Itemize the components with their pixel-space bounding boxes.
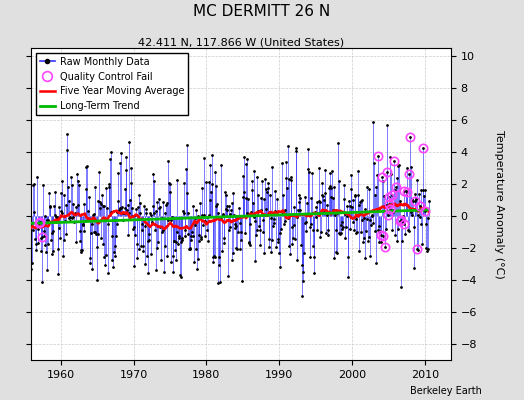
Y-axis label: Temperature Anomaly (°C): Temperature Anomaly (°C) <box>494 130 504 278</box>
Text: Berkeley Earth: Berkeley Earth <box>410 386 482 396</box>
Legend: Raw Monthly Data, Quality Control Fail, Five Year Moving Average, Long-Term Tren: Raw Monthly Data, Quality Control Fail, … <box>36 53 188 115</box>
Title: 42.411 N, 117.866 W (United States): 42.411 N, 117.866 W (United States) <box>138 37 344 47</box>
Text: MC DERMITT 26 N: MC DERMITT 26 N <box>193 4 331 19</box>
